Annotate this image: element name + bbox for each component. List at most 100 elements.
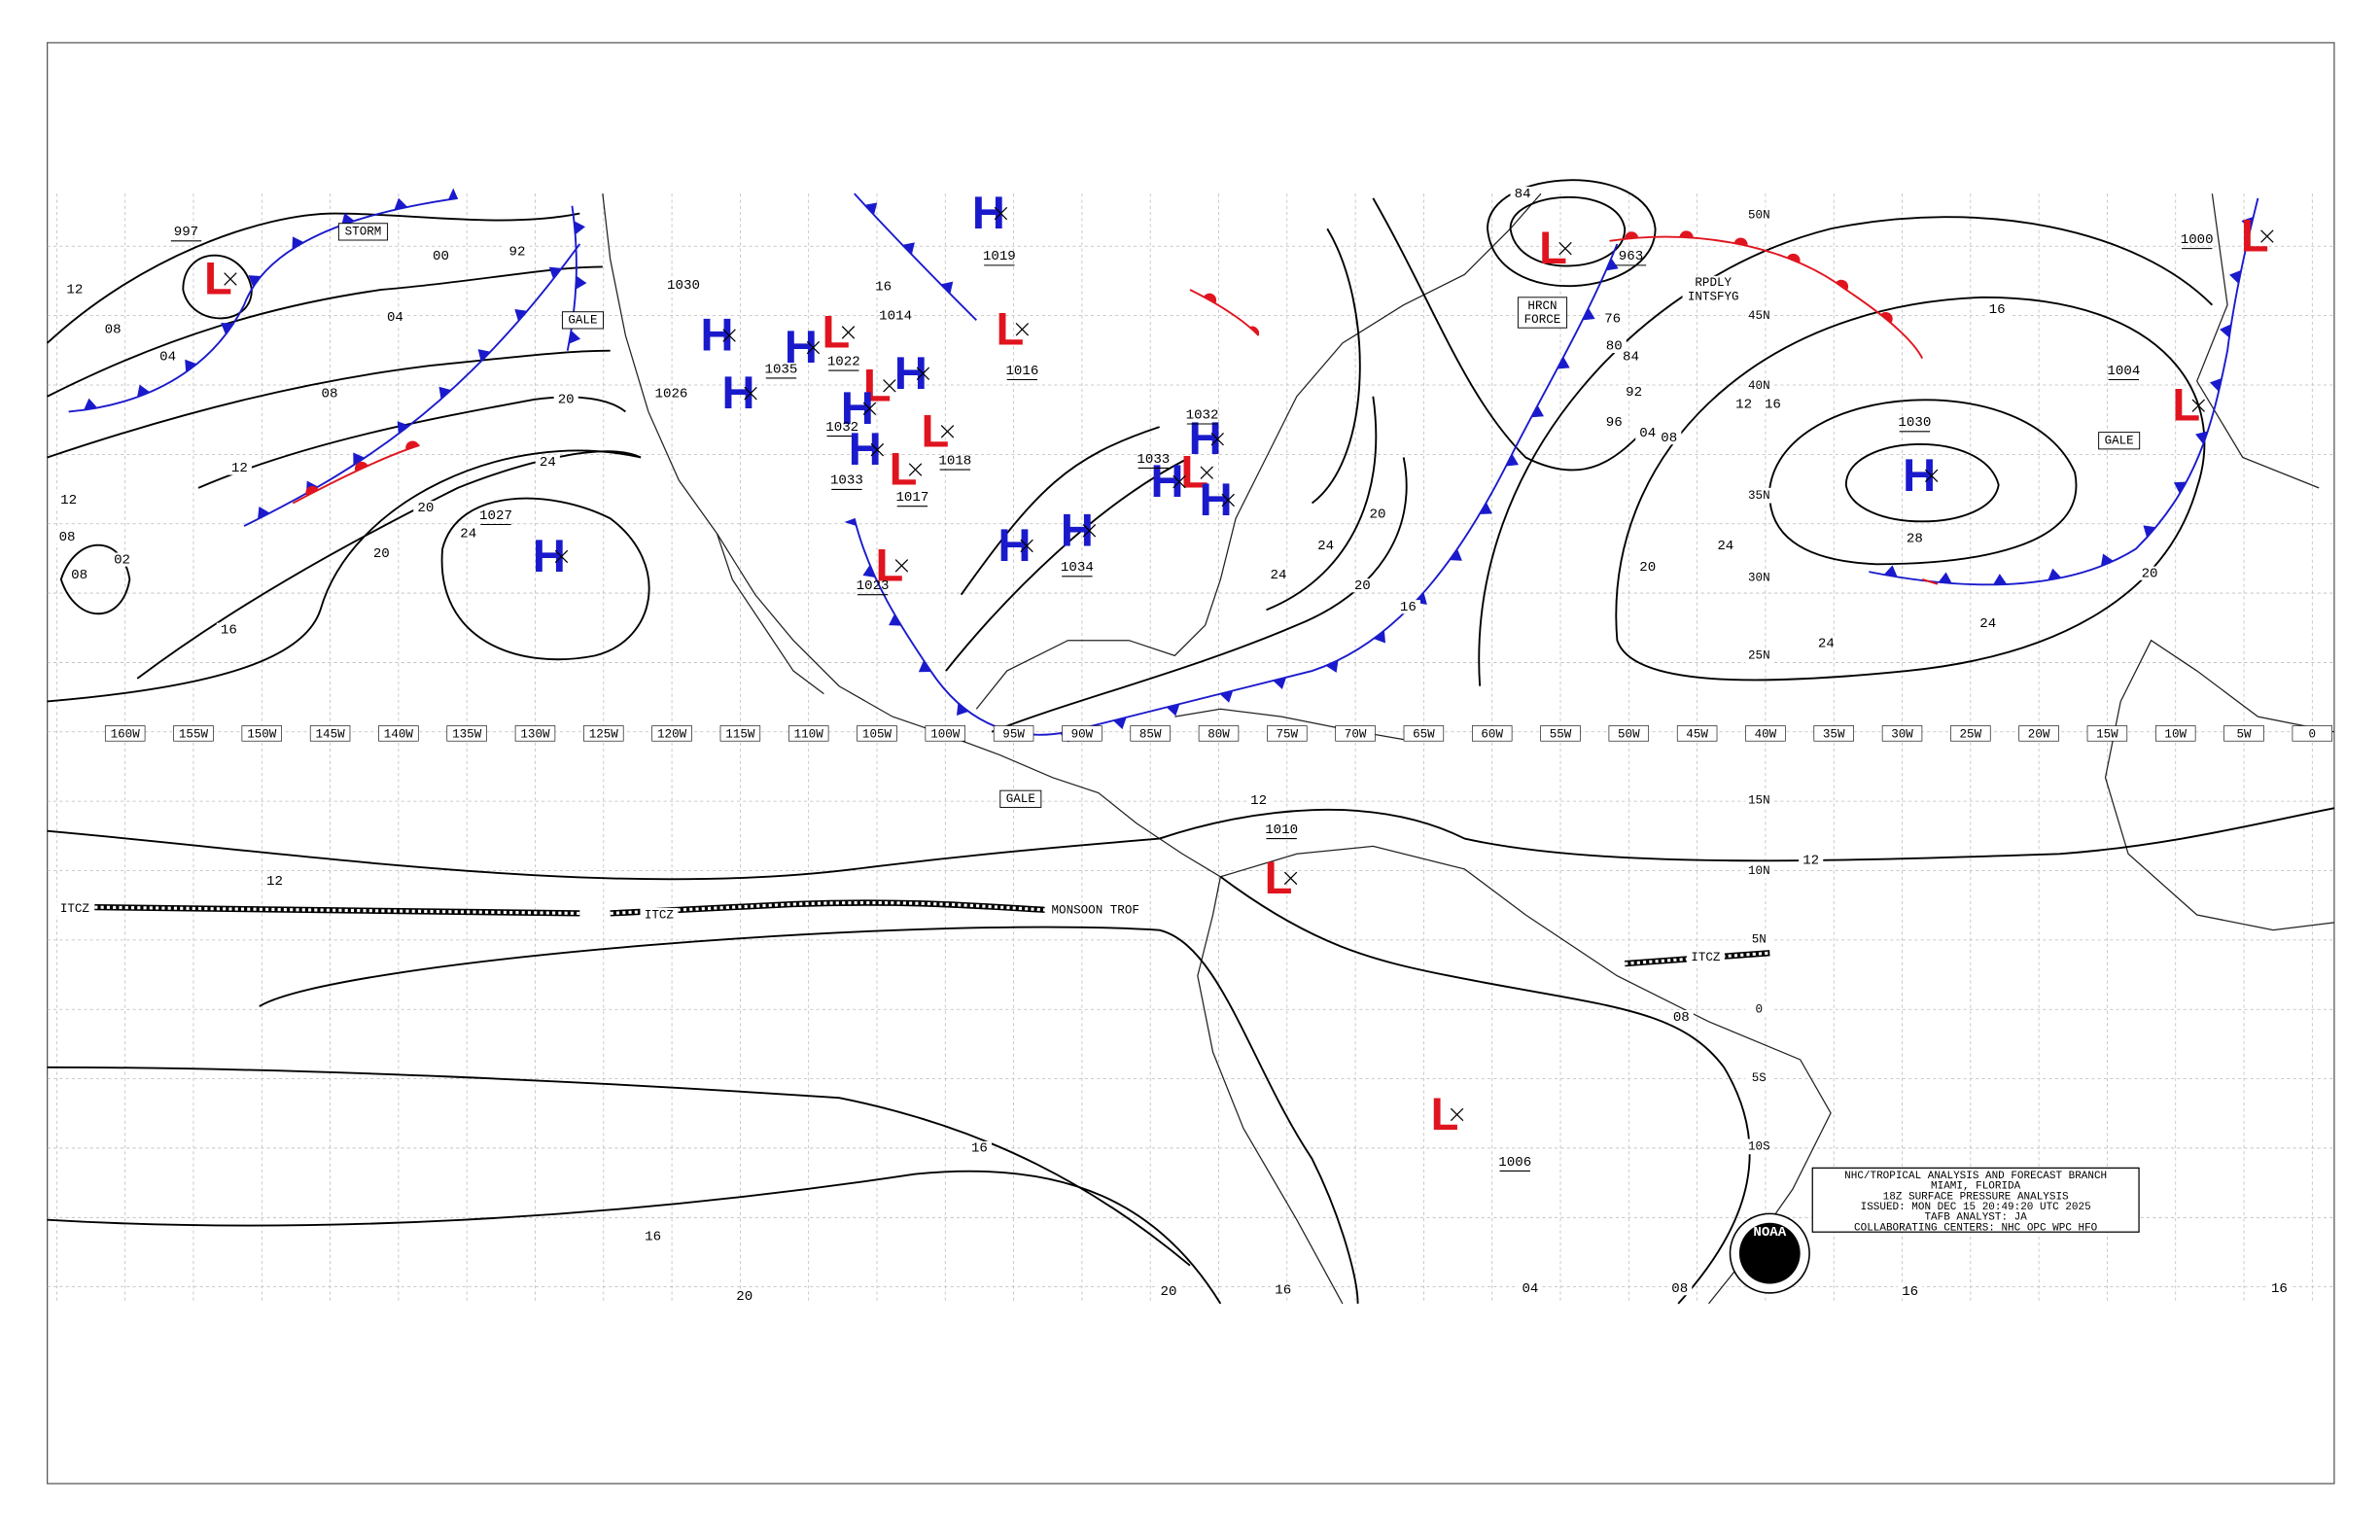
pressure-center: L <box>204 253 232 304</box>
longitude-label: 0 <box>2309 727 2317 741</box>
longitude-label: 125W <box>589 727 619 741</box>
cold-front-barb <box>137 384 151 398</box>
central-pressure: 997 <box>174 225 198 240</box>
central-pressure: 1030 <box>1898 415 1931 431</box>
center-mark <box>224 272 237 286</box>
coastline <box>716 533 824 695</box>
isobar-label-bg <box>1732 397 1757 411</box>
longitude-label: 65W <box>1413 727 1435 741</box>
isobar-label-bg <box>2137 566 2162 580</box>
isobar-label: 20 <box>1161 1284 1177 1300</box>
isobar-label: 96 <box>1606 415 1623 431</box>
longitude-label: 20W <box>2028 727 2050 741</box>
central-pressure: 1033 <box>1137 452 1170 468</box>
longitude-label: 5W <box>2236 727 2252 741</box>
isobar-label: 16 <box>645 1230 661 1245</box>
lat-label-box <box>1745 862 1773 879</box>
latitude-label: 10S <box>1748 1140 1770 1154</box>
lon-label-box <box>173 725 214 742</box>
cold-front-barb <box>248 275 262 288</box>
lon-label-box <box>583 725 624 742</box>
center-mark <box>2260 229 2274 243</box>
cold-front-barb <box>84 398 98 410</box>
isobar-label-bg <box>1601 415 1627 430</box>
isobar-label-bg <box>1667 1281 1693 1296</box>
cold-front-barb <box>574 221 586 235</box>
isobar <box>1219 876 1751 1305</box>
isobar <box>991 457 1408 733</box>
isobar-label-bg <box>1510 187 1535 201</box>
cold-front-barb <box>1883 565 1898 578</box>
isobar-label-bg <box>109 552 135 567</box>
isobar-label: 24 <box>1271 568 1287 583</box>
warm-front-barb <box>1203 293 1217 304</box>
isobar-label-bg <box>535 455 560 470</box>
cold-front-barb <box>1449 548 1462 561</box>
lon-label-box <box>2223 725 2264 742</box>
longitude-label: 10W <box>2164 727 2187 741</box>
annotation-bg <box>1682 275 1744 304</box>
center-mark <box>1200 466 1213 479</box>
latitude-label: 15N <box>1748 794 1770 808</box>
lon-label-box <box>514 725 556 742</box>
isobar-label-bg <box>317 386 342 401</box>
isobar-label-bg <box>262 874 288 889</box>
pressure-center: L <box>2241 210 2269 262</box>
isobar <box>197 396 626 489</box>
annotation-box <box>561 311 604 330</box>
isobar-label: 20 <box>1354 578 1371 594</box>
isobar <box>1509 195 1627 267</box>
lat-label-box <box>1745 377 1773 394</box>
cold-front-barb <box>341 213 355 226</box>
isobar-label: 16 <box>971 1141 988 1157</box>
isobar-label: 76 <box>1604 312 1621 328</box>
isobar <box>440 497 650 661</box>
central-pressure: 1022 <box>827 354 860 369</box>
logo-text: NOAA <box>1753 1225 1786 1241</box>
info-line: TAFB ANALYST: JA <box>1924 1212 2027 1224</box>
longitude-label: 25W <box>1960 727 1982 741</box>
logo <box>1738 1222 1801 1284</box>
longitude-label: 45W <box>1686 727 1708 741</box>
lon-label-box <box>1676 725 1718 742</box>
center-mark <box>1015 323 1030 336</box>
cold-front-barb <box>1219 690 1234 703</box>
isobar-label-bg <box>67 568 92 582</box>
isobar-label-bg <box>1984 302 2010 317</box>
warm-front-barb <box>1249 326 1260 336</box>
isobar-label-bg <box>1518 1281 1543 1296</box>
center-mark <box>894 559 909 573</box>
center-mark <box>722 329 736 342</box>
isobar-label: 84 <box>1623 350 1639 366</box>
central-pressure: 1032 <box>1186 407 1219 423</box>
central-pressure: 1018 <box>938 453 971 469</box>
lat-label-box <box>1745 570 1773 586</box>
cold-front-barb <box>1273 677 1287 690</box>
isobar-label-bg <box>456 526 481 541</box>
center-mark <box>554 549 569 564</box>
isobar-label: 92 <box>1626 385 1642 401</box>
cold-front-barb <box>353 452 366 466</box>
annotation: MONSOON TROF <box>1052 904 1139 918</box>
isobar-label-bg <box>1271 1282 1296 1297</box>
center-mark <box>1221 493 1235 508</box>
isobar <box>59 543 131 614</box>
isobar-label: 08 <box>59 530 76 545</box>
warm-front-barb <box>1625 231 1639 239</box>
latitude-label: 45N <box>1748 309 1770 323</box>
lat-label-box <box>1745 1138 1773 1155</box>
lon-label-box <box>2292 725 2333 742</box>
longitude-label: 120W <box>657 727 687 741</box>
warm-front-barb <box>1679 230 1694 238</box>
isobar-label-bg <box>1635 426 1661 440</box>
annotation: GALE <box>568 314 597 328</box>
cold-front-barb <box>1112 717 1127 730</box>
isobar-label-bg <box>1349 578 1375 593</box>
center-mark <box>1172 474 1186 489</box>
annotation: RPDLY <box>1695 276 1732 290</box>
longitude-label: 60W <box>1481 727 1503 741</box>
annotation-box <box>337 223 389 241</box>
isobar-label: 08 <box>71 568 88 583</box>
isobar-label: 04 <box>159 350 176 366</box>
isobar-label-bg <box>658 386 684 401</box>
